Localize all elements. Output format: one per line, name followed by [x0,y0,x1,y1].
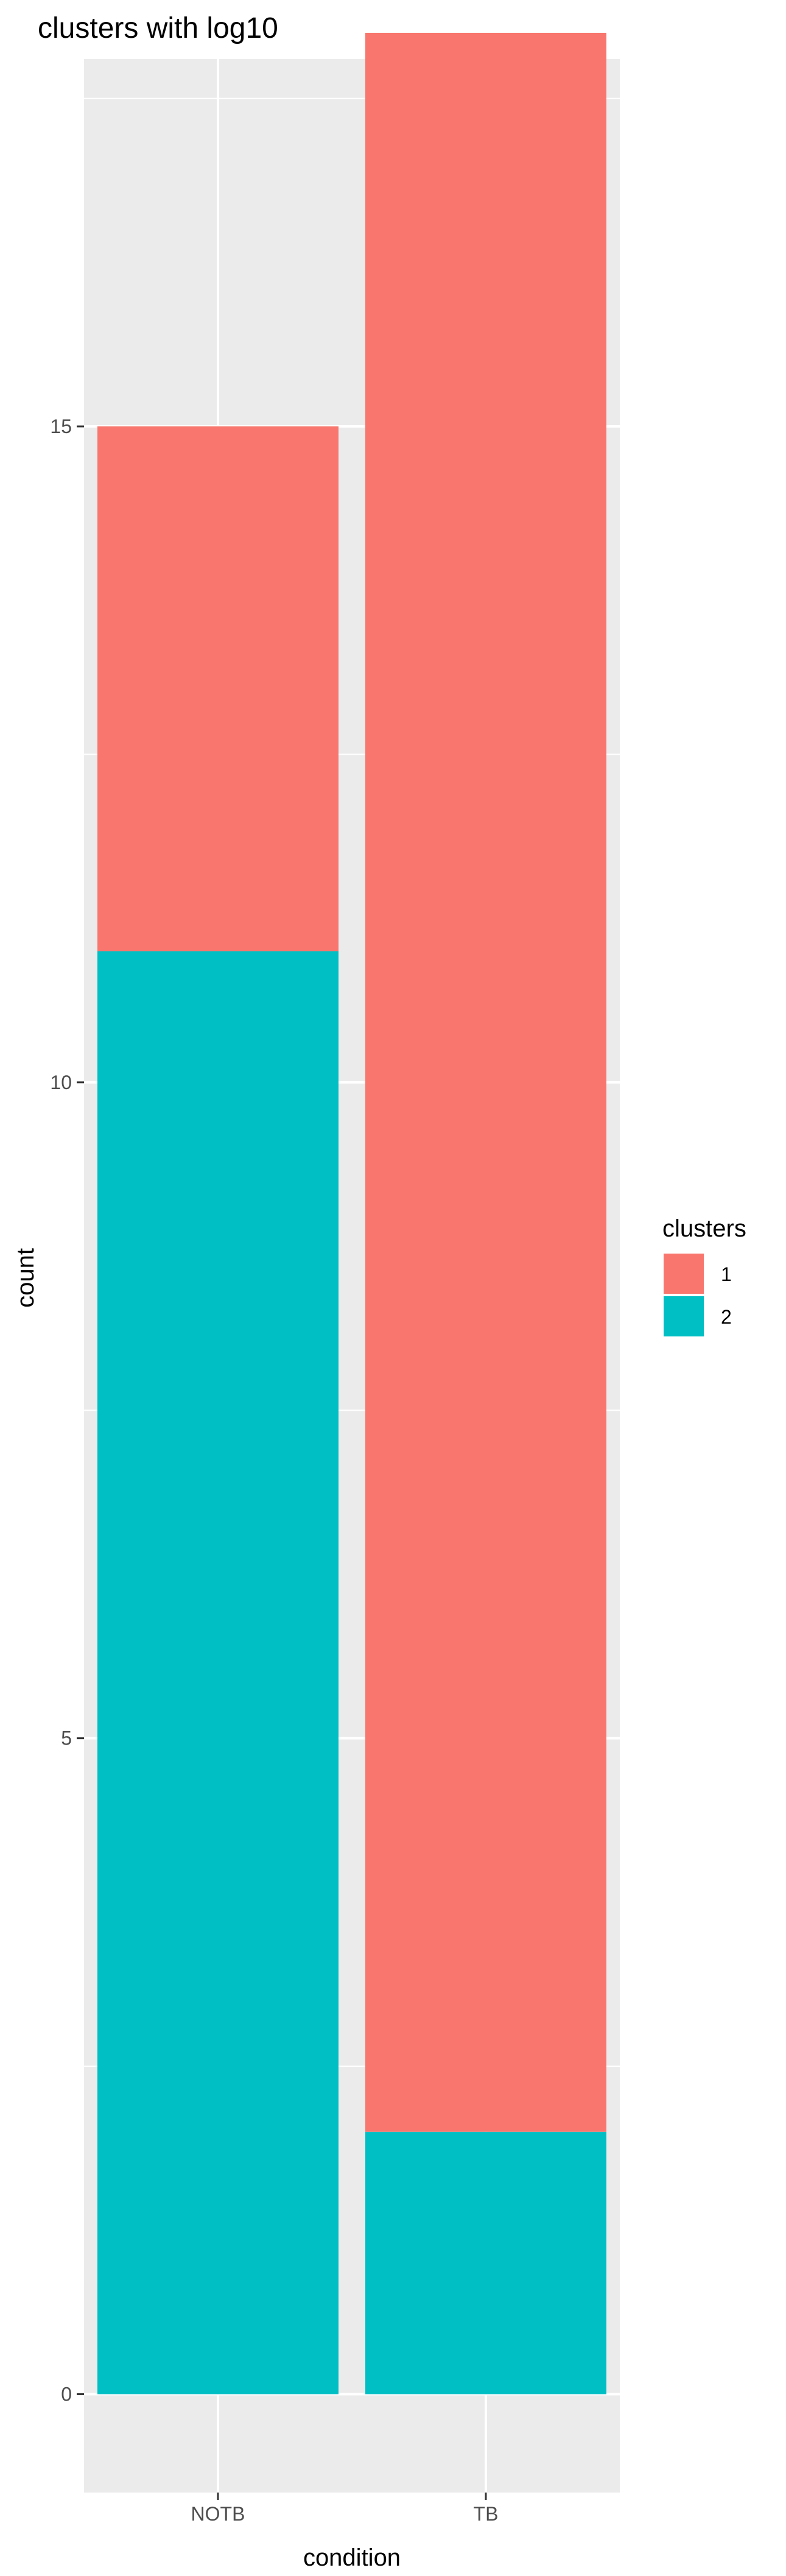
legend-key-1 [664,1254,704,1294]
bars [97,32,606,2394]
legend-label: 1 [721,1263,732,1285]
legend-key-2 [664,1296,704,1336]
x-axis-title: condition [303,2544,401,2571]
legend: clusters 1 2 [662,1215,746,1336]
y-tick-label: 15 [50,415,72,437]
legend-label: 2 [721,1306,732,1328]
chart-title: clusters with log10 [38,12,278,44]
x-axis: NOTB TB [191,2493,499,2525]
bar-tb-cluster-2 [365,2131,606,2394]
bar-tb-cluster-1 [365,32,606,2132]
x-tick-label: TB [474,2503,499,2525]
x-tick-label: NOTB [191,2503,245,2525]
legend-title: clusters [662,1215,746,1242]
bar-notb-cluster-1 [97,426,339,951]
bar-notb-cluster-2 [97,951,339,2394]
y-axis: 0 5 10 15 [50,415,84,2405]
y-tick-label: 5 [61,1727,72,1749]
y-tick-label: 0 [61,2383,72,2405]
y-axis-title: count [12,1248,39,1308]
y-tick-label: 10 [50,1071,72,1093]
